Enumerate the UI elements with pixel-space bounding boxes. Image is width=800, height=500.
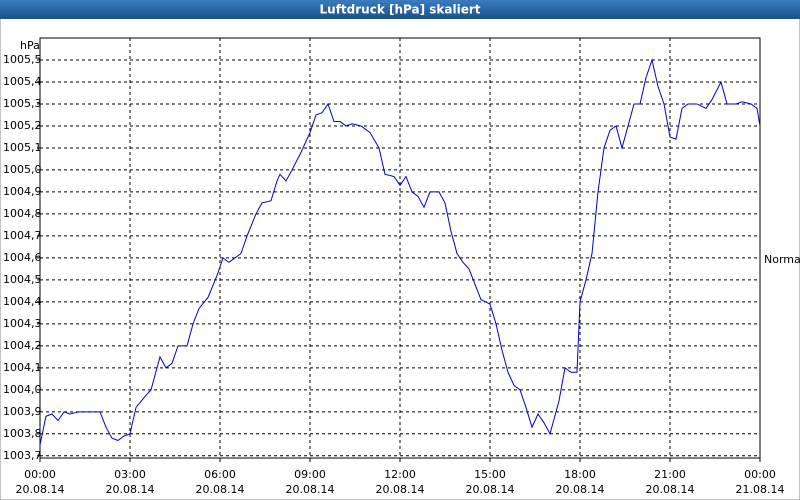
- y-tick-label: 1005,4: [3, 75, 42, 88]
- y-tick-label: 1005,1: [3, 141, 42, 154]
- x-tick-date: 20.08.14: [106, 483, 155, 496]
- x-tick-date: 20.08.14: [556, 483, 605, 496]
- y-tick-label: 1003,9: [3, 405, 42, 418]
- x-tick-label: 21:00: [654, 468, 686, 481]
- x-tick-date: 20.08.14: [286, 483, 335, 496]
- x-tick-label: 00:00: [24, 468, 56, 481]
- y-tick-label: 1005,2: [3, 119, 42, 132]
- y-tick-label: 1005,0: [3, 163, 42, 176]
- x-tick-date: 20.08.14: [466, 483, 515, 496]
- x-tick-date: 20.08.14: [376, 483, 425, 496]
- x-tick-date: 20.08.14: [646, 483, 695, 496]
- x-tick-label: 09:00: [294, 468, 326, 481]
- x-tick-date: 20.08.14: [16, 483, 65, 496]
- y-tick-label: 1004,3: [3, 317, 42, 330]
- y-tick-label: 1004,7: [3, 229, 42, 242]
- x-tick-date: 20.08.14: [196, 483, 245, 496]
- y-tick-label: 1004,4: [3, 295, 42, 308]
- y-tick-label: 1004,6: [3, 251, 42, 264]
- y-tick-label: 1005,5: [3, 53, 42, 66]
- y-tick-label: 1003,7: [3, 449, 42, 462]
- title-bar: [0, 0, 800, 19]
- y-tick-label: 1004,5: [3, 273, 42, 286]
- y-tick-label: 1004,2: [3, 339, 42, 352]
- x-tick-label: 03:00: [114, 468, 146, 481]
- y-tick-label: 1003,8: [3, 427, 42, 440]
- x-tick-date: 21.08.14: [736, 483, 785, 496]
- chart-title: Luftdruck [hPa] skaliert: [320, 3, 481, 17]
- y-tick-label: 1004,0: [3, 383, 42, 396]
- x-tick-label: 12:00: [384, 468, 416, 481]
- y-tick-label: 1004,9: [3, 185, 42, 198]
- annotation: Normal: [764, 253, 800, 266]
- x-tick-label: 18:00: [564, 468, 596, 481]
- y-unit: hPa: [20, 39, 40, 52]
- y-tick-label: 1005,3: [3, 97, 42, 110]
- y-tick-label: 1004,1: [3, 361, 42, 374]
- y-tick-label: 1004,8: [3, 207, 42, 220]
- x-tick-label: 06:00: [204, 468, 236, 481]
- x-tick-label: 15:00: [474, 468, 506, 481]
- line-series: [39, 58, 761, 445]
- x-tick-label: 00:00: [744, 468, 776, 481]
